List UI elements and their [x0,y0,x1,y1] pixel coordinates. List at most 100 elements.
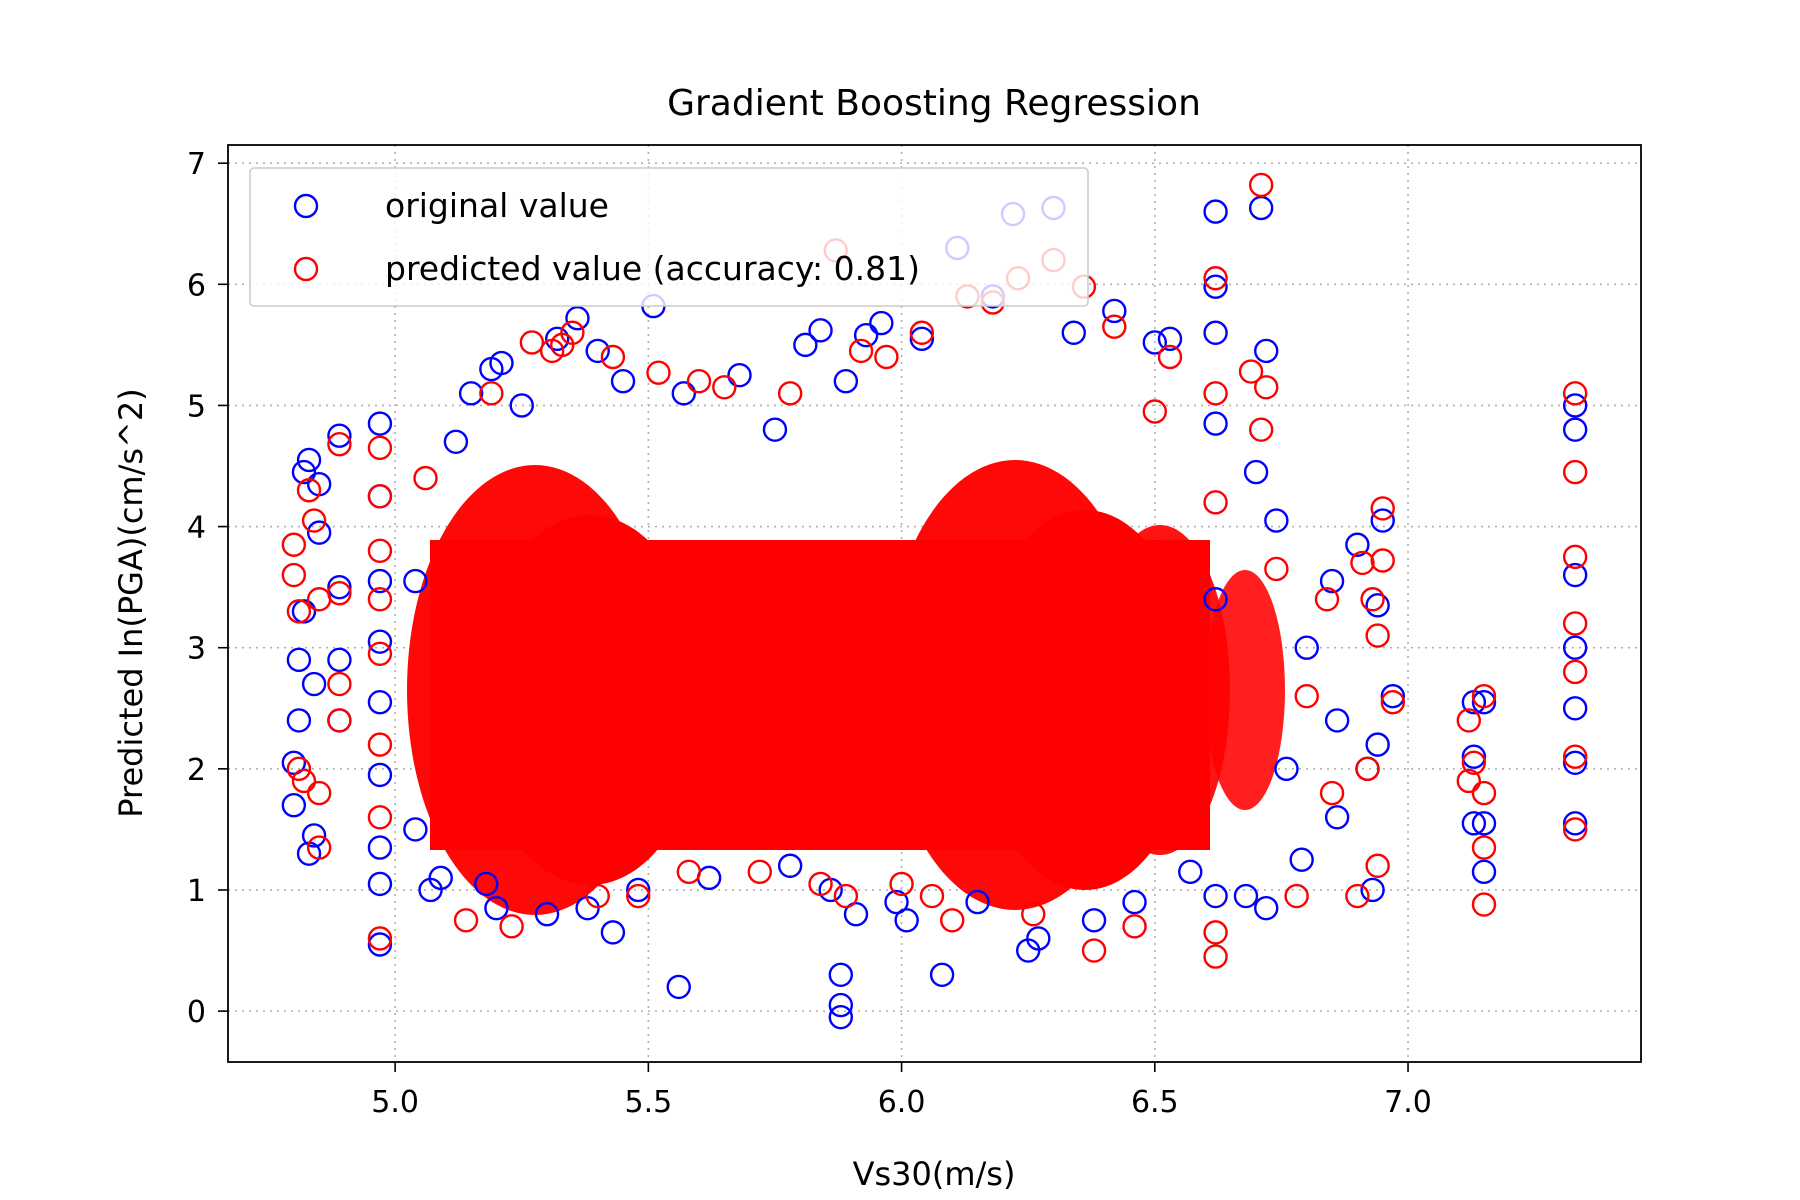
scatter-point [327,671,352,697]
scatter-point [1081,938,1107,963]
scatter-point [889,871,914,897]
scatter-point [1233,883,1259,909]
scatter-point [1061,320,1086,345]
scatter-point [1203,199,1228,224]
scatter-point [286,647,312,673]
scatter-point [1319,568,1345,594]
scatter-point [428,865,453,891]
scatter-point [367,538,393,564]
scatter-point [1456,768,1482,794]
scatter-point [1365,732,1390,757]
scatter-point [671,381,697,406]
scatter-point [853,322,879,348]
scatter-point [929,962,955,987]
scatter-point [1562,635,1588,660]
scatter-point [367,690,393,715]
scatter-point [1471,780,1497,806]
scatter-point [1203,411,1228,436]
scatter-point [367,641,393,666]
scatter-point [1471,683,1497,709]
scatter-point [1274,756,1299,782]
scatter-point [1264,508,1289,533]
scatter-point [286,599,312,624]
scatter-point [828,992,854,1018]
chart-title: Gradient Boosting Regression [667,83,1201,124]
scatter-point [1365,593,1390,618]
scatter-point [306,780,332,806]
scatter-point [1324,805,1350,830]
scatter-point [828,1004,854,1030]
scatter-point [1562,811,1588,836]
scatter-point [1203,266,1228,291]
scatter-point [479,381,504,406]
scatter-point [626,877,651,903]
scatter-point [286,708,312,733]
scatter-point [367,762,393,788]
scatter-points [281,172,1588,1030]
scatter-point [1203,920,1228,945]
scatter-point [884,889,909,915]
scatter-point [301,671,327,697]
scatter-point [296,478,322,503]
scatter-point [909,326,935,352]
plot-area [281,172,1588,1030]
scatter-point [1562,659,1588,685]
scatter-point [1461,744,1487,769]
scatter-point [296,447,322,473]
scatter-point [600,344,626,370]
scatter-point [585,338,610,364]
scatter-point [1324,708,1350,733]
scatter-point [1562,696,1588,721]
scatter-point [1562,562,1588,588]
scatter-point [676,859,702,885]
scatter-point [306,835,332,860]
scatter-point [1294,683,1319,709]
scatter-point [565,306,590,331]
scatter-point [1456,708,1482,733]
scatter-point [443,429,469,454]
y-tick-label: 4 [187,511,206,546]
x-tick-label: 7.0 [1384,1085,1432,1120]
scatter-point [509,393,534,418]
scatter-point [833,369,859,394]
scatter-point [327,647,352,673]
legend-marker-predicted [293,256,319,282]
y-axis-label: Predicted In(PGA)(cm/s^2) [112,388,150,817]
scatter-point [519,330,545,355]
scatter-point [1102,298,1127,324]
scatter-point [777,381,803,406]
x-axis-label: Vs30(m/s) [853,1155,1016,1193]
scatter-point [1370,548,1395,573]
y-tick-label: 2 [187,753,206,788]
scatter-point [367,835,393,860]
scatter-point [1254,375,1279,400]
scatter-point [1471,811,1497,836]
scatter-point [1157,344,1183,370]
scatter-point [1026,926,1051,951]
scatter-point [762,417,788,442]
scatter-point [894,908,919,933]
scatter-point [1081,908,1107,933]
scatter-point [747,859,772,885]
legend-label-original: original value [385,186,609,225]
legend: original value predicted value (accuracy… [249,167,1089,307]
dense-cloud-6p7 [1205,570,1285,810]
scatter-point [626,883,651,909]
scatter-point [367,411,393,436]
grid [228,145,1641,1062]
scatter-point [1345,532,1370,557]
x-tick-label: 5.0 [371,1085,419,1120]
x-tick-label: 6.0 [878,1085,926,1120]
scatter-point [458,381,484,406]
scatter-point [585,883,610,909]
y-tick-label: 5 [187,389,206,424]
dense-cloud-bridge [430,540,1210,850]
scatter-point [281,562,307,588]
scatter-point [301,823,327,848]
y-tick-label: 3 [187,632,206,667]
scatter-point [1314,587,1340,612]
scatter-point [474,871,499,897]
scatter-point [1157,326,1183,352]
scatter-point [1203,320,1228,345]
scatter-point [1243,459,1269,485]
